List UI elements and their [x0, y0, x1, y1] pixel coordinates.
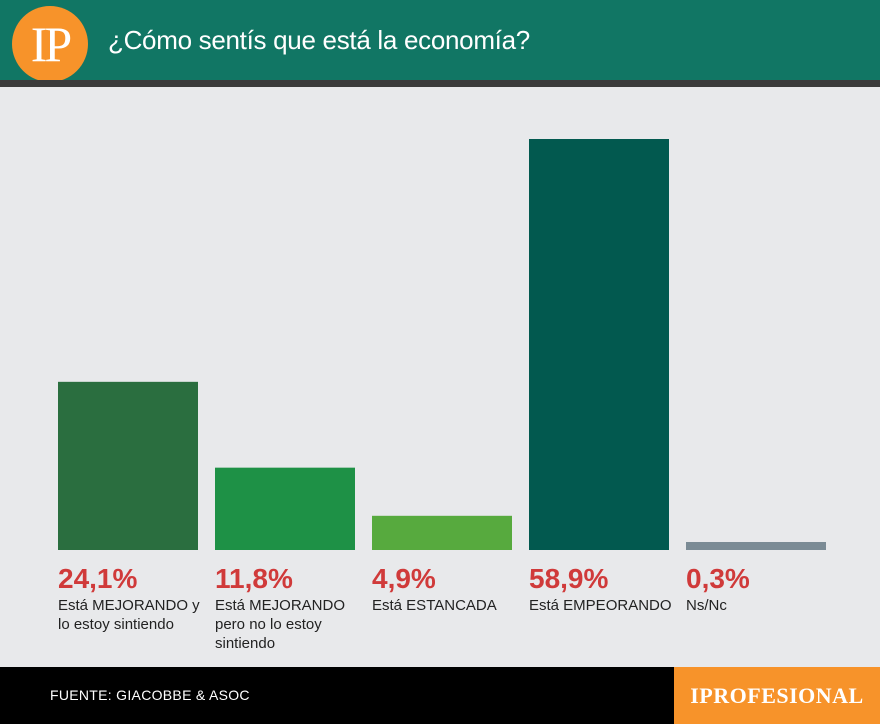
category-5: 0,3% Ns/Nc [686, 564, 836, 615]
category-label-3: Está ESTANCADA [372, 597, 497, 614]
header-divider [0, 80, 880, 87]
bar-chart: 24,1% Está MEJORANDO y lo estoy sintiendo… [0, 87, 880, 667]
bar-2 [215, 467, 355, 550]
bar-4 [529, 139, 669, 550]
bar-1 [58, 381, 198, 550]
source-text: FUENTE: GIACOBBE & ASOC [50, 687, 250, 703]
chart-title: ¿Cómo sentís que está la economía? [108, 25, 530, 55]
category-2: 11,8% Está MEJORANDO pero no lo estoy sin… [215, 564, 365, 653]
data-label-1: 24,1% [58, 563, 138, 594]
category-1: 24,1% Está MEJORANDO y lo estoy sintiendo [58, 564, 208, 634]
data-label-3: 4,9% [372, 563, 436, 594]
category-label-2: Está MEJORANDO pero no lo estoy sintiend… [215, 597, 346, 652]
bar-5 [686, 542, 826, 550]
header-bar: IP ¿Cómo sentís que está la economía? [0, 0, 880, 82]
bar-3 [372, 515, 512, 550]
category-4: 58,9% Está EMPEORANDO [529, 564, 679, 615]
bar-chart-svg [58, 139, 826, 550]
category-label-4: Está EMPEORANDO [529, 597, 672, 614]
category-3: 4,9% Está ESTANCADA [372, 564, 522, 615]
data-label-4: 58,9% [529, 563, 609, 594]
footer-bar: FUENTE: GIACOBBE & ASOC IPROFESIONAL [0, 667, 880, 724]
category-label-5: Ns/Nc [686, 597, 727, 614]
data-label-2: 11,8% [215, 563, 293, 594]
category-label-1: Está MEJORANDO y lo estoy sintiendo [58, 597, 200, 633]
data-label-5: 0,3% [686, 563, 750, 594]
ip-logo: IP [12, 6, 88, 82]
brand-logo: IPROFESIONAL [674, 667, 880, 724]
